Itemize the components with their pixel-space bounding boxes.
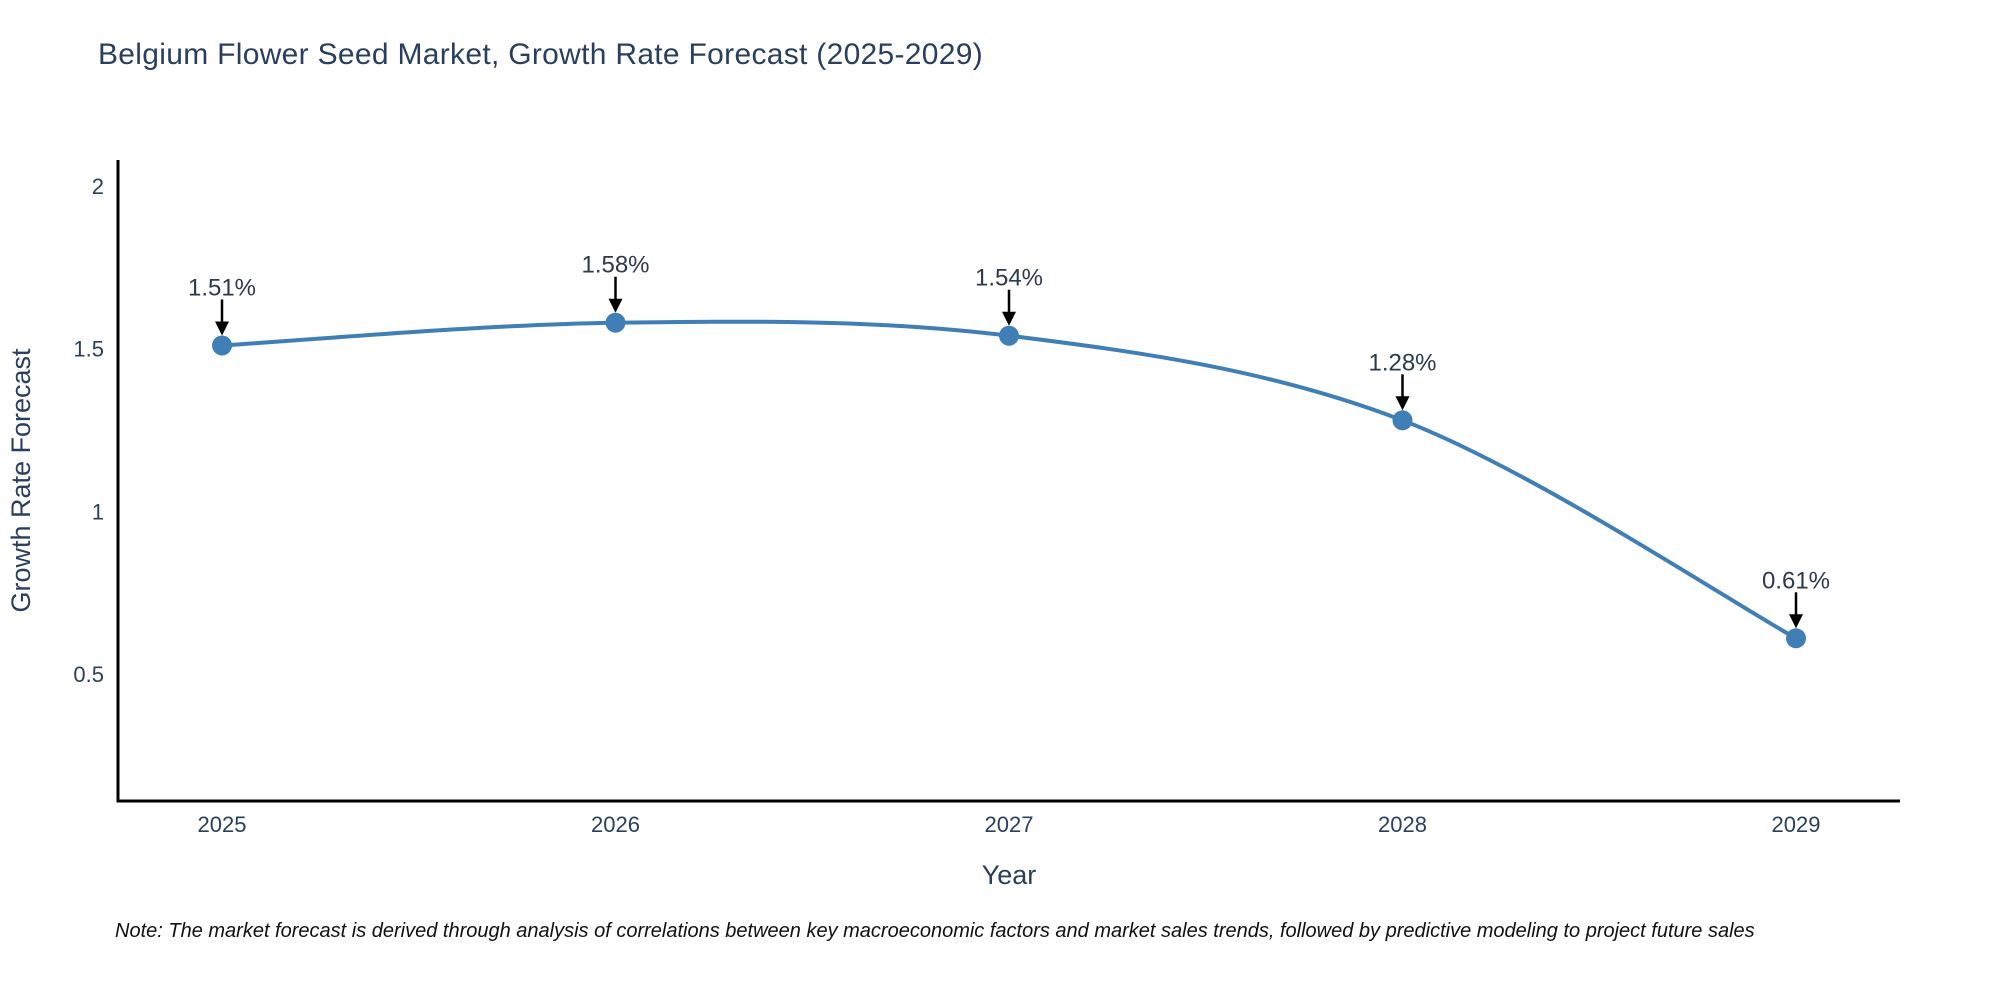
annotation-arrowhead [1789,614,1803,629]
annotation-arrowhead [1395,396,1410,411]
x-axis-title: Year [982,860,1037,890]
x-tick-label: 2026 [591,812,640,837]
x-tick-label: 2027 [985,812,1034,837]
x-tick-label: 2029 [1772,812,1821,837]
data-point-2029[interactable] [1786,628,1806,649]
y-tick-label: 1.5 [73,337,104,362]
data-point-2025[interactable] [212,335,232,356]
y-tick-label: 1 [92,499,104,524]
annotation-arrowhead [608,298,623,313]
data-point-2028[interactable] [1392,410,1413,431]
x-tick-label: 2028 [1378,812,1427,837]
data-point-2027[interactable] [999,325,1019,346]
y-tick-label: 2 [92,174,104,199]
annotation-label: 1.58% [581,252,649,279]
annotation-label: 0.61% [1762,567,1830,594]
annotation-arrowhead [1002,311,1016,326]
chart-footnote: Note: The market forecast is derived thr… [115,920,1755,942]
forecast-line [221,319,1797,641]
x-tick-label: 2025 [198,812,247,837]
annotation-label: 1.54% [975,265,1043,292]
annotation-label: 1.51% [188,274,256,301]
annotation-arrowhead [215,321,229,336]
data-point-2026[interactable] [605,312,626,333]
y-tick-label: 0.5 [73,662,104,687]
annotation-label: 1.28% [1368,349,1436,376]
chart-title: Belgium Flower Seed Market, Growth Rate … [98,38,984,71]
y-axis-title: Growth Rate Forecast [6,348,36,613]
